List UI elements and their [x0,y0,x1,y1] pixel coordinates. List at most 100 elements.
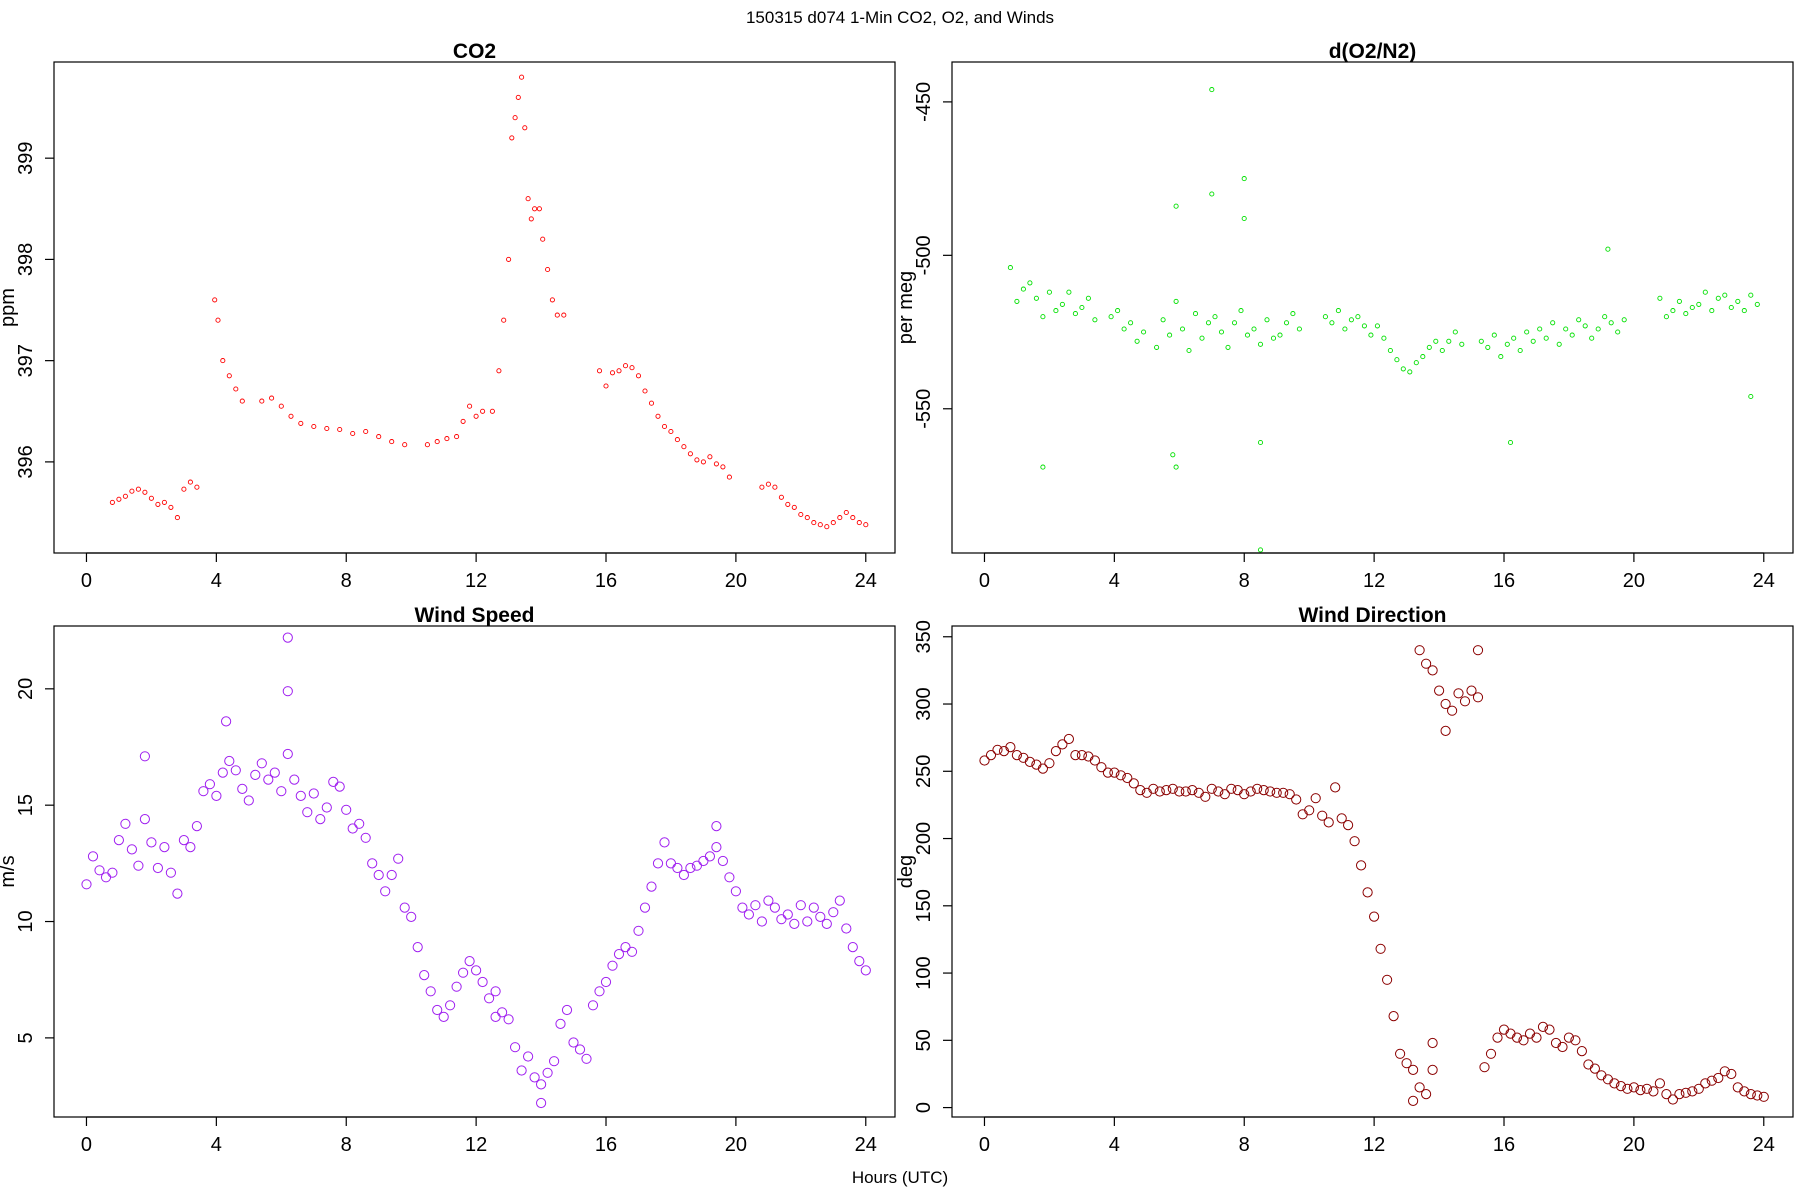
data-point [1550,1037,1562,1049]
y-tick-label: 50 [913,1029,935,1051]
data-point [1348,317,1354,323]
data-point [1709,308,1715,314]
data-point [473,413,479,419]
data-point [1128,778,1139,789]
data-point [509,1042,521,1053]
data-point [694,457,700,463]
data-point [315,814,326,825]
data-point [529,1072,540,1083]
data-point [1615,1081,1627,1092]
data-point [1563,1032,1575,1043]
data-point [1414,1082,1425,1093]
data-point [471,965,482,976]
x-tick-label: 24 [855,1134,877,1156]
x-tick-label: 12 [465,570,487,592]
data-point [1427,1037,1438,1049]
data-point [1200,791,1211,802]
data-point [1206,783,1217,794]
data-point [555,1018,566,1030]
data-point [1728,304,1734,311]
data-point [1310,793,1321,804]
data-point [133,860,144,871]
data-point [1135,785,1146,796]
x-tick-label: 20 [1623,570,1645,592]
data-point [354,818,365,829]
data-point [1421,658,1432,669]
data-point [1602,1074,1614,1085]
x-tick-label: 8 [341,1134,352,1156]
data-point [1648,1086,1659,1097]
data-point [1440,698,1451,710]
data-point [1154,786,1165,797]
data-point [1537,1021,1549,1033]
data-point [174,515,180,521]
panel-title: CO2 [453,40,496,63]
data-point [1264,317,1270,323]
data-point [863,522,869,528]
data-point [204,779,215,790]
data-point [1439,347,1445,354]
panel-title: Wind Direction [1299,604,1447,627]
data-point [1657,295,1663,301]
data-point [1239,789,1250,800]
data-point [536,1079,547,1090]
data-point [289,774,300,785]
data-point [1297,809,1308,820]
data-point [425,986,436,997]
data-point [655,413,661,419]
data-point [1507,439,1514,446]
data-point [1752,1090,1763,1101]
data-point [626,946,638,957]
data-point [1661,1089,1672,1100]
data-point [237,783,248,795]
data-point [1238,308,1244,314]
data-point [581,1053,592,1064]
data-point [402,442,408,448]
data-point [1007,265,1013,271]
data-point [633,925,644,936]
data-point [603,383,609,389]
data-point [1085,295,1091,301]
data-point [185,842,196,853]
data-point [1342,326,1348,332]
data-point [1693,1083,1704,1094]
data-point [711,842,722,853]
data-point [276,786,287,797]
y-tick-label: 100 [913,956,935,989]
data-point [1434,685,1445,696]
data-point [1531,1032,1542,1043]
data-point [1167,783,1178,794]
data-point [1576,1046,1588,1057]
data-point [1628,1082,1640,1093]
data-point [802,916,813,927]
data-point [834,895,845,906]
x-tick-label: 0 [979,1134,990,1156]
data-point [1170,452,1176,458]
y-axis-label: ppm [0,288,19,327]
data-point [1395,1048,1406,1059]
data-point [308,788,319,799]
data-point [713,461,719,467]
data-point [419,970,430,981]
data-point [1369,911,1380,922]
data-point [1027,280,1033,286]
data-point [1576,317,1582,323]
data-point [165,867,176,878]
data-point [998,746,1010,757]
data-point [1667,1094,1679,1105]
data-point [1544,1024,1555,1035]
data-point [1641,1083,1653,1094]
data-point [259,398,265,404]
data-point [1530,338,1536,344]
data-point [516,1065,527,1076]
data-point [824,524,830,530]
data-point [1589,1063,1601,1074]
data-point [674,437,680,443]
data-point [1408,1064,1419,1076]
data-point [1556,341,1562,347]
x-tick-label: 20 [725,1134,747,1156]
x-tick-label: 12 [465,1134,487,1156]
data-point [438,1011,449,1023]
data-point [406,911,417,923]
data-point [1212,314,1218,320]
